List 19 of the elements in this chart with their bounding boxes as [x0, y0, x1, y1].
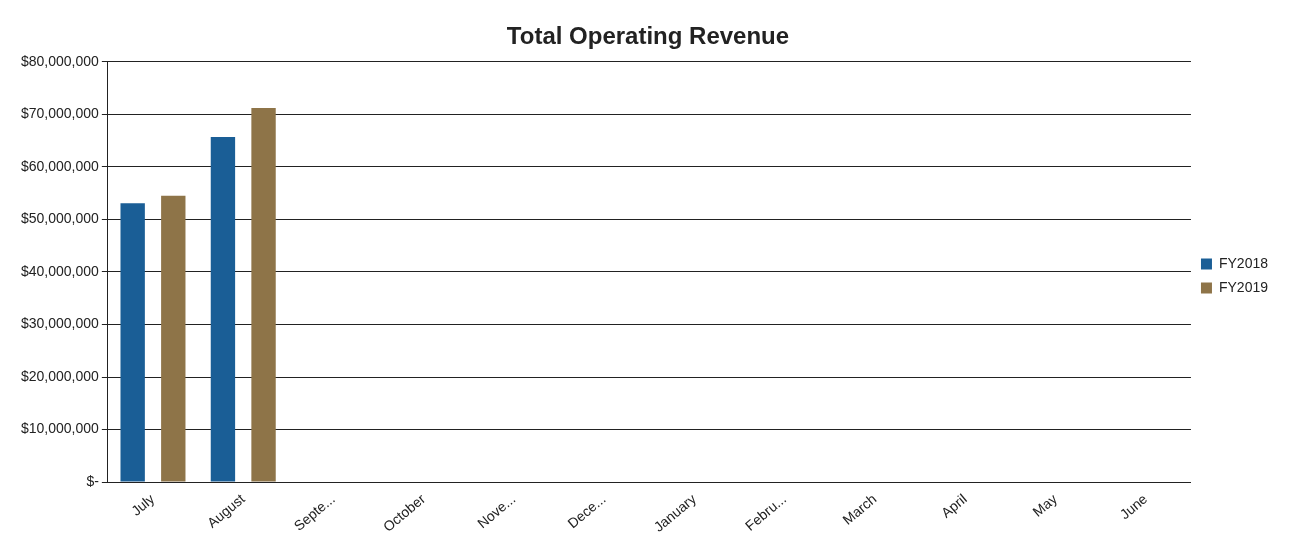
chart-title: Total Operating Revenue: [506, 22, 790, 50]
y-tick-label: $30,000,000: [21, 315, 100, 332]
bar: [251, 108, 276, 482]
y-tick-label: $10,000,000: [21, 420, 100, 437]
legend-label: FY2018: [1218, 254, 1269, 271]
y-tick-label: $50,000,000: [21, 210, 100, 227]
y-tick-label: $60,000,000: [21, 157, 100, 174]
y-tick-label: $70,000,000: [21, 105, 100, 122]
x-tick-label: June: [1116, 490, 1151, 523]
x-tick-label: May: [1029, 490, 1060, 520]
legend-label: FY2019: [1218, 278, 1269, 295]
x-tick-label: July: [128, 490, 158, 519]
y-tick-label: $-: [86, 472, 100, 489]
y-tick-label: $40,000,000: [21, 262, 100, 279]
y-tick-label: $80,000,000: [21, 52, 100, 69]
bar: [210, 136, 236, 482]
bar: [161, 195, 186, 482]
bar: [120, 203, 145, 482]
y-tick-label: $20,000,000: [21, 367, 100, 384]
